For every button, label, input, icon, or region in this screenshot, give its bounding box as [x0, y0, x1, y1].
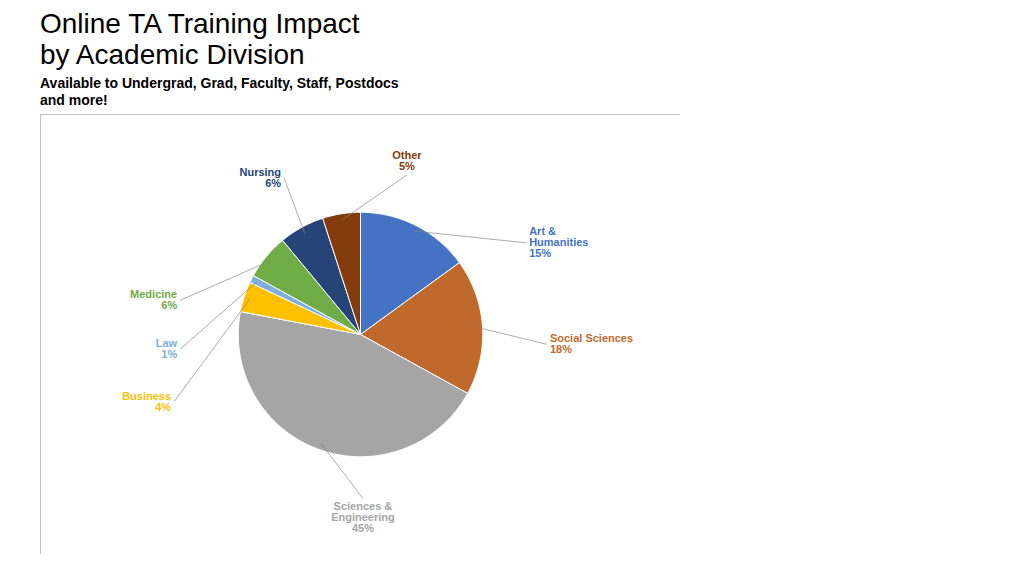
svg-text:Art &Humanities15%: Art &Humanities15% [529, 226, 588, 260]
svg-text:Social Sciences18%: Social Sciences18% [550, 333, 633, 356]
svg-text:Sciences &Engineering45%: Sciences &Engineering45% [331, 501, 395, 535]
svg-text:Business4%: Business4% [122, 390, 171, 413]
svg-text:Medicine6%: Medicine6% [130, 289, 177, 312]
svg-text:Law1%: Law1% [156, 337, 178, 360]
html-text:Available to Undergrad, Grad,: Available to Undergrad, Grad, Faculty, S… [40, 74, 399, 108]
html-text:Online TA Training Impact by A: Online TA Training Impact by Academic Di… [40, 8, 360, 71]
svg-text:Other5%: Other5% [392, 149, 422, 172]
svg-text:Nursing6%: Nursing6% [239, 166, 281, 189]
